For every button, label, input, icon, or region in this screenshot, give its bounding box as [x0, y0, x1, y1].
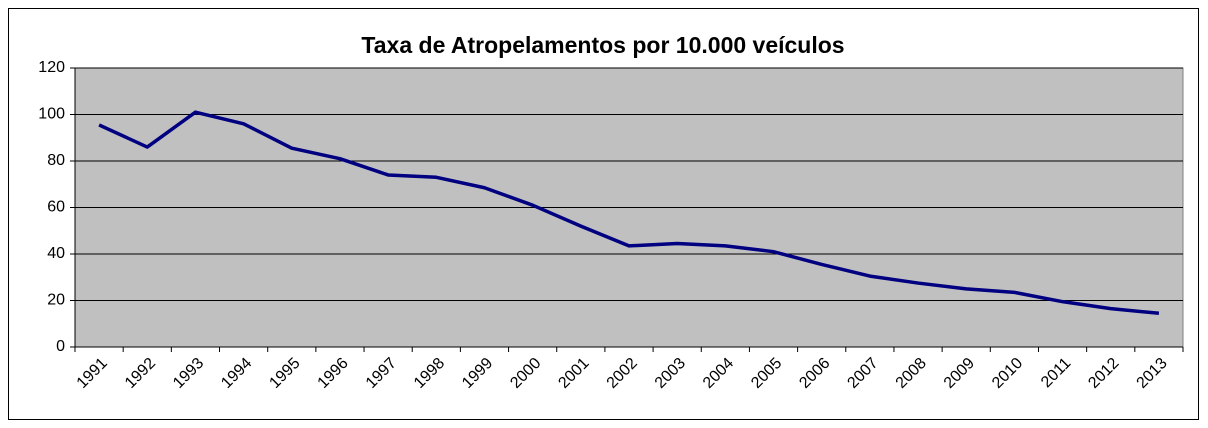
chart-title: Taxa de Atropelamentos por 10.000 veícul…	[361, 32, 844, 58]
series-line	[98, 110, 1160, 316]
y-tick-label: 40	[47, 245, 65, 262]
y-tick-label: 0	[56, 338, 65, 355]
y-tick-label: 60	[47, 199, 65, 216]
y-tick-label: 20	[47, 292, 65, 309]
y-tick-label: 120	[38, 59, 65, 76]
y-tick-label: 100	[38, 106, 65, 123]
y-tick-label: 80	[47, 152, 65, 169]
